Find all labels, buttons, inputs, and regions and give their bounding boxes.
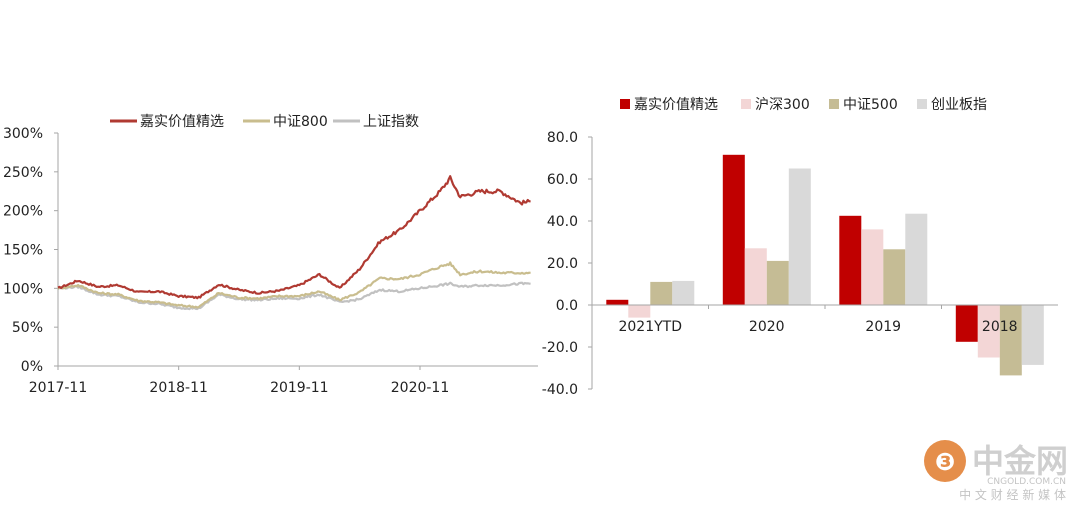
y-tick-label: 50% bbox=[12, 320, 43, 336]
legend-label: 嘉实价值精选 bbox=[140, 114, 224, 130]
bar bbox=[766, 260, 789, 305]
legend-swatch bbox=[829, 99, 839, 109]
bar bbox=[839, 215, 862, 306]
bar bbox=[788, 168, 811, 305]
watermark-domain: CNGOLD.COM.CN bbox=[987, 477, 1066, 487]
line-chart-legend: 嘉实价值精选 中证800 上证指数 bbox=[110, 114, 419, 130]
watermark-slogan: 中 文 财 经 新 媒 体 bbox=[959, 487, 1066, 502]
line-chart: 嘉实价值精选 中证800 上证指数 0% 50% 100% 150% 200% 250% 300… bbox=[3, 114, 538, 396]
bar bbox=[606, 299, 629, 306]
bar bbox=[744, 248, 767, 305]
series-line bbox=[57, 175, 531, 300]
y-tick-label: 0.0 bbox=[556, 298, 578, 314]
bar bbox=[650, 281, 673, 305]
brand-logo-icon bbox=[924, 440, 966, 482]
bar-chart-bars bbox=[606, 154, 1044, 376]
legend-swatch bbox=[917, 99, 927, 109]
watermark-brand: 中金网 bbox=[972, 442, 1068, 480]
bar bbox=[628, 305, 651, 318]
y-tick-label: 250% bbox=[3, 165, 43, 181]
y-tick-label: 100% bbox=[3, 281, 43, 297]
category-label: 2020 bbox=[749, 319, 785, 335]
bar-chart-legend: 嘉实价值精选 沪深300 中证500 创业板指 bbox=[620, 97, 987, 113]
brand-logo-glyph: ❸ bbox=[935, 448, 955, 476]
bar bbox=[672, 280, 695, 305]
legend-label: 中证800 bbox=[273, 114, 328, 130]
x-tick-label: 2017-11 bbox=[29, 380, 88, 396]
line-chart-series bbox=[57, 175, 531, 311]
y-tick-label: 0% bbox=[21, 359, 43, 375]
legend-label: 嘉实价值精选 bbox=[634, 97, 718, 113]
category-label: 2019 bbox=[865, 319, 901, 335]
bar bbox=[955, 305, 978, 342]
bar bbox=[722, 154, 745, 305]
legend-label: 沪深300 bbox=[755, 97, 810, 113]
legend-swatch bbox=[741, 99, 751, 109]
y-tick-label: 150% bbox=[3, 243, 43, 259]
y-tick-label: -20.0 bbox=[542, 340, 578, 356]
y-tick-label: 40.0 bbox=[547, 214, 578, 230]
bar-chart: 嘉实价值精选 沪深300 中证500 创业板指 80.0 60.0 40.0 20.0 0.0… bbox=[542, 97, 1058, 398]
series-line bbox=[57, 261, 531, 309]
y-tick-label: 80.0 bbox=[547, 130, 578, 146]
y-tick-label: 20.0 bbox=[547, 256, 578, 272]
legend-label: 上证指数 bbox=[363, 114, 419, 130]
bar bbox=[977, 305, 1000, 358]
bar bbox=[883, 249, 906, 305]
legend-swatch bbox=[620, 99, 630, 109]
x-tick-label: 2018-11 bbox=[149, 380, 208, 396]
line-chart-y-ticks: 0% 50% 100% 150% 200% 250% 300% bbox=[3, 126, 58, 375]
category-label: 2021YTD bbox=[618, 319, 682, 335]
bar-chart-y-ticks: 80.0 60.0 40.0 20.0 0.0 -20.0 -40.0 bbox=[542, 130, 592, 398]
y-tick-label: 300% bbox=[3, 126, 43, 142]
legend-label: 创业板指 bbox=[931, 97, 987, 113]
watermark: ❸ 中金网 CNGOLD.COM.CN 中 文 财 经 新 媒 体 bbox=[924, 440, 1068, 502]
legend-label: 中证500 bbox=[843, 97, 898, 113]
y-tick-label: -40.0 bbox=[542, 382, 578, 398]
y-tick-label: 60.0 bbox=[547, 172, 578, 188]
bar bbox=[905, 213, 928, 305]
bar bbox=[1021, 305, 1044, 365]
line-chart-x-ticks: 2017-11 2018-11 2019-11 2020-11 bbox=[29, 366, 450, 396]
y-tick-label: 200% bbox=[3, 204, 43, 220]
bar bbox=[861, 229, 884, 305]
x-tick-label: 2020-11 bbox=[391, 380, 450, 396]
bar-chart-category-labels: 2021YTD 2020 2019 2018 bbox=[618, 305, 1018, 335]
x-tick-label: 2019-11 bbox=[270, 380, 329, 396]
category-label: 2018 bbox=[982, 319, 1018, 335]
bar bbox=[999, 305, 1022, 376]
